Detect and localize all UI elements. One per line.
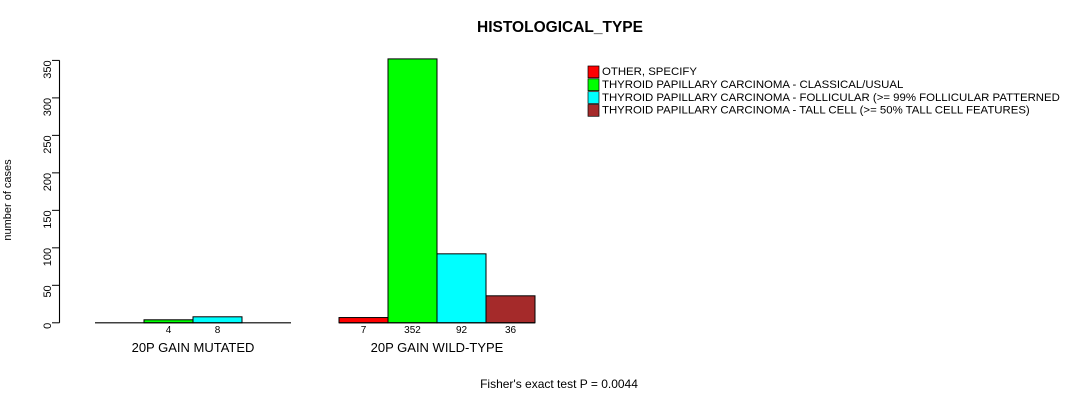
svg-text:50: 50 — [42, 285, 54, 297]
svg-text:number of cases: number of cases — [2, 159, 14, 241]
svg-text:150: 150 — [42, 210, 54, 228]
svg-text:300: 300 — [42, 98, 54, 116]
svg-text:7: 7 — [361, 325, 367, 336]
svg-text:20P GAIN MUTATED: 20P GAIN MUTATED — [132, 340, 255, 355]
svg-text:THYROID PAPILLARY CARCINOMA -: THYROID PAPILLARY CARCINOMA - TALL CELL … — [602, 105, 1030, 117]
svg-text:36: 36 — [505, 325, 517, 336]
svg-text:4: 4 — [166, 325, 172, 336]
svg-text:Fisher's exact test P = 0.0044: Fisher's exact test P = 0.0044 — [480, 377, 638, 391]
svg-text:350: 350 — [42, 60, 54, 78]
svg-text:8: 8 — [215, 325, 221, 336]
svg-text:OTHER, SPECIFY: OTHER, SPECIFY — [602, 66, 697, 78]
svg-text:0: 0 — [42, 323, 54, 329]
svg-text:20P GAIN WILD-TYPE: 20P GAIN WILD-TYPE — [371, 340, 504, 355]
svg-text:100: 100 — [42, 248, 54, 266]
svg-text:THYROID PAPILLARY CARCINOMA -: THYROID PAPILLARY CARCINOMA - FOLLICULAR… — [602, 92, 1060, 104]
svg-text:200: 200 — [42, 173, 54, 191]
svg-text:92: 92 — [456, 325, 468, 336]
svg-text:THYROID PAPILLARY CARCINOMA -: THYROID PAPILLARY CARCINOMA - CLASSICAL/… — [602, 79, 903, 91]
svg-text:HISTOLOGICAL_TYPE: HISTOLOGICAL_TYPE — [477, 19, 643, 36]
svg-text:250: 250 — [42, 135, 54, 153]
svg-text:352: 352 — [404, 325, 421, 336]
